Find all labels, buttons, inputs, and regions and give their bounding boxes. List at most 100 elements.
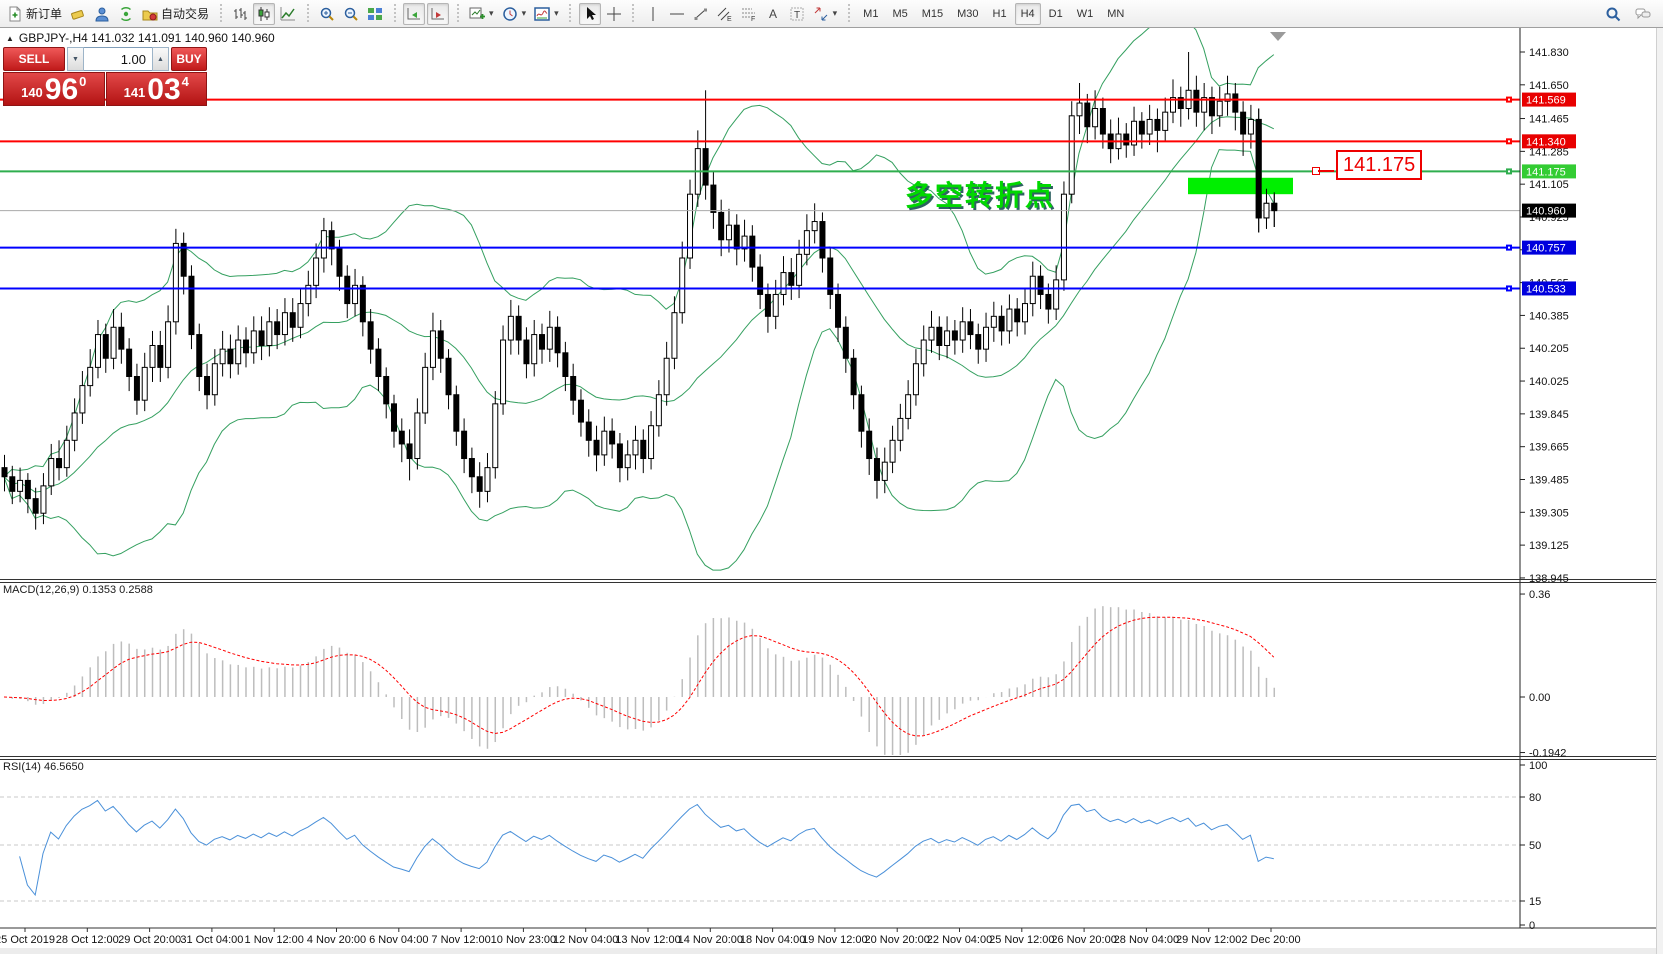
bar-chart-button[interactable]	[229, 3, 251, 25]
chart-shift-button[interactable]	[427, 2, 450, 25]
channel-icon: E	[717, 7, 732, 22]
sell-button[interactable]: SELL	[3, 47, 65, 71]
toolbar-separator	[630, 3, 636, 24]
indicators-button[interactable]: ▾	[531, 3, 562, 25]
period-button[interactable]: ▾	[499, 3, 530, 25]
autotrade-icon	[142, 10, 158, 20]
signal-icon	[120, 6, 132, 21]
label-button[interactable]: T	[786, 3, 808, 25]
svg-text:29 Oct 20:00: 29 Oct 20:00	[118, 934, 181, 946]
svg-text:141.340: 141.340	[1526, 136, 1566, 148]
volume-input[interactable]: 1.00	[84, 47, 152, 71]
svg-text:T: T	[794, 10, 800, 21]
tf-m30-button[interactable]: M30	[951, 3, 984, 25]
svg-text:140.385: 140.385	[1529, 310, 1569, 322]
svg-text:0.36: 0.36	[1529, 589, 1550, 601]
dropdown-arrow-icon[interactable]: ▾	[489, 8, 494, 18]
tf-m1-button[interactable]: M1	[857, 3, 884, 25]
macd-signal-line	[3, 616, 1275, 737]
svg-text:50: 50	[1529, 840, 1541, 852]
autotrade-button-label: 自动交易	[161, 7, 210, 21]
autotrade-button[interactable]: 自动交易	[139, 3, 212, 25]
symbol-marker-icon: ▲	[6, 33, 14, 43]
search-button[interactable]	[1602, 3, 1624, 25]
tf-h1-button-label: H1	[992, 7, 1007, 20]
tf-h1-button[interactable]: H1	[987, 3, 1013, 25]
sell-price-display[interactable]: 140 96 0	[3, 72, 105, 106]
svg-text:26 Nov 20:00: 26 Nov 20:00	[1051, 934, 1116, 946]
new-chart-icon	[469, 7, 486, 19]
highlight-rectangle[interactable]	[1188, 177, 1293, 195]
sell-price-big: 96	[44, 73, 79, 106]
new-order-button[interactable]: 新订单	[4, 3, 65, 25]
pane-frames	[0, 28, 1663, 929]
svg-text:20 Nov 20:00: 20 Nov 20:00	[864, 934, 929, 946]
trendline-button[interactable]	[690, 3, 712, 25]
crosshair-icon	[606, 6, 621, 21]
zoom-out-button[interactable]	[340, 3, 362, 25]
eraser-button[interactable]	[67, 3, 89, 25]
fibo-icon: F	[741, 8, 755, 22]
chart-title-text: GBPJPY-,H4 141.032 141.091 140.960 140.9…	[18, 31, 275, 45]
crosshair-button[interactable]	[603, 3, 625, 25]
auto-scroll-button[interactable]	[403, 2, 426, 25]
candlestick-button[interactable]	[253, 2, 276, 25]
search-icon	[1606, 7, 1621, 21]
chat-button[interactable]	[1632, 3, 1654, 25]
price-flag-connector	[1318, 170, 1334, 172]
tf-h4-button[interactable]: H4	[1014, 2, 1041, 25]
svg-text:E: E	[727, 16, 732, 22]
dropdown-arrow-icon[interactable]: ▾	[521, 8, 527, 18]
tile-windows-button[interactable]	[364, 3, 386, 25]
channel-button[interactable]: E	[714, 3, 736, 25]
volume-increase-button[interactable]: ▲	[152, 47, 169, 71]
tf-m15-button[interactable]: M15	[916, 3, 949, 25]
svg-text:28 Nov 04:00: 28 Nov 04:00	[1114, 934, 1179, 946]
volume-stepper: ▼ 1.00 ▲	[67, 47, 169, 71]
horizontal-lines[interactable]	[0, 96, 1520, 292]
zoom-in-button[interactable]	[316, 3, 338, 25]
dropdown-arrow-icon[interactable]: ▾	[554, 8, 559, 18]
svg-text:140.205: 140.205	[1529, 343, 1569, 355]
candles-layer	[1, 52, 1278, 530]
news-button[interactable]	[115, 3, 137, 25]
new-order-button-label: 新订单	[26, 7, 63, 21]
svg-text:2 Dec 20:00: 2 Dec 20:00	[1241, 934, 1300, 946]
volume-decrease-button[interactable]: ▼	[67, 47, 84, 71]
bottom-strip	[0, 948, 1663, 954]
fibonacci-button[interactable]: F	[738, 3, 760, 25]
dropdown-arrow-icon[interactable]: ▾	[832, 8, 838, 18]
toolbar-group-scroll	[399, 0, 453, 27]
cursor-button[interactable]	[578, 2, 601, 25]
svg-text:141.569: 141.569	[1526, 95, 1566, 107]
chart-title: ▲ GBPJPY-,H4 141.032 141.091 140.960 140…	[6, 31, 275, 45]
profile-button[interactable]	[91, 3, 113, 25]
line-chart-button[interactable]	[277, 3, 299, 25]
tf-d1-button[interactable]: D1	[1043, 3, 1069, 25]
chart-canvas[interactable]: 141.830 141.650 141.465 141.285 141.105 140.9…	[0, 28, 1663, 954]
price-flag-label[interactable]: 141.175	[1336, 150, 1423, 180]
svg-text:140.757: 140.757	[1526, 243, 1566, 255]
tf-m1-button-label: M1	[863, 7, 879, 20]
svg-text:28 Oct 12:00: 28 Oct 12:00	[56, 934, 119, 946]
chart-text-annotation[interactable]: 多空转折点	[905, 180, 1056, 211]
svg-text:141.105: 141.105	[1529, 179, 1569, 191]
vertical-line-button[interactable]	[642, 3, 664, 25]
chart-shift-icon	[431, 7, 445, 19]
new-chart-button[interactable]: ▾	[466, 3, 497, 25]
buy-button[interactable]: BUY	[171, 47, 207, 71]
svg-text:6 Nov 04:00: 6 Nov 04:00	[369, 934, 428, 946]
tf-m5-button[interactable]: M5	[886, 3, 913, 25]
svg-text:1 Nov 12:00: 1 Nov 12:00	[245, 934, 304, 946]
svg-text:140.960: 140.960	[1526, 206, 1566, 218]
horizontal-line-button[interactable]	[666, 3, 688, 25]
tf-d1-button-label: D1	[1048, 7, 1063, 20]
tf-mn-button[interactable]: MN	[1101, 3, 1130, 25]
arrows-button[interactable]: ▾	[810, 3, 841, 25]
text-button[interactable]: A	[762, 3, 784, 25]
hline-icon	[669, 13, 684, 14]
tf-w1-button[interactable]: W1	[1071, 3, 1100, 25]
scroll-to-end-icon[interactable]	[1270, 32, 1286, 41]
buy-price-display[interactable]: 141 03 4	[105, 72, 207, 106]
tf-h4-button-label: H4	[1020, 7, 1035, 20]
